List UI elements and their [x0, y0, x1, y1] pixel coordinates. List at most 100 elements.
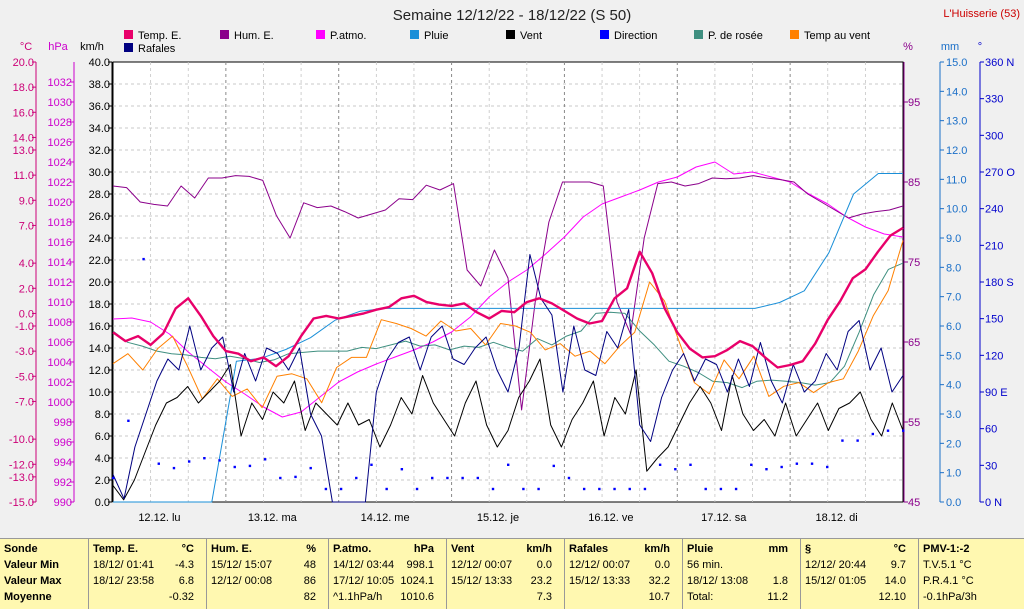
series-line-rafales	[112, 254, 904, 503]
pressure-tick-label: 1024	[48, 157, 72, 169]
direction-point	[248, 464, 252, 468]
temp-tick-label: -1.0	[15, 321, 34, 333]
direction-point	[142, 257, 145, 261]
row-label-max: Valeur Max	[4, 575, 62, 587]
direction-point	[522, 487, 525, 491]
direction-point	[431, 476, 434, 480]
stats-min-value: 48	[303, 559, 316, 571]
direction-tick-label: 60	[985, 424, 997, 436]
direction-point	[279, 476, 282, 480]
stats-avg-note: -0.1hPa/3h	[923, 591, 977, 603]
rain-tick-label: 7.0	[946, 292, 961, 304]
rain-tick-label: 8.0	[946, 262, 961, 274]
stats-row: 18/12/ 23:58 6.8	[89, 575, 200, 591]
stats-row: Temp. E. °C	[89, 543, 200, 559]
wind-tick-label: 38.0	[89, 79, 110, 91]
legend-label: Temp. E.	[138, 30, 181, 42]
pressure-tick-label: 1002	[48, 377, 72, 389]
wind-tick-label: 16.0	[89, 321, 110, 333]
row-label-min: Valeur Min	[4, 559, 60, 571]
temp-tick-label: -13.0	[9, 472, 34, 484]
stats-min-time: 12/12/ 00:07	[451, 559, 513, 571]
stats-row: P.atmo. hPa	[329, 543, 440, 559]
direction-point	[385, 487, 388, 491]
pressure-tick-label: 996	[54, 437, 72, 449]
stats-row: Vent km/h	[447, 543, 558, 559]
stats-row: ^1.1hPa/h 1010.6	[329, 591, 440, 607]
stats-head: Hum. E.	[211, 543, 252, 555]
wind-tick-label: 32.0	[89, 145, 110, 157]
x-axis-label: 17.12. sa	[701, 512, 747, 524]
stats-max-time: P.R.4.1 °C	[923, 575, 974, 587]
rain-tick-label: 1.0	[946, 468, 961, 480]
stats-unit: °C	[893, 543, 906, 555]
direction-point	[734, 487, 738, 491]
direction-point	[127, 419, 130, 422]
rain-tick-label: 14.0	[946, 86, 967, 98]
rain-tick-label: 15.0	[946, 57, 967, 69]
x-axis-label: 12.12. lu	[138, 512, 180, 524]
legend-label: Rafales	[138, 43, 176, 55]
stats-row: P.R.4.1 °C	[919, 575, 1018, 591]
stats-min-time: 18/12/ 01:41	[93, 559, 155, 571]
wind-tick-label: 0.0	[95, 497, 110, 509]
stats-avg-value: 1010.6	[400, 591, 434, 603]
direction-point	[507, 463, 510, 466]
humidity-tick-label: 55	[908, 417, 920, 429]
rain-tick-label: 3.0	[946, 409, 961, 421]
rain-tick-label: 6.0	[946, 321, 961, 333]
direction-point	[172, 466, 176, 470]
direction-point	[203, 457, 206, 460]
stats-row: 17/12/ 10:05 1024.1	[329, 575, 440, 591]
stats-unit: mm	[768, 543, 788, 555]
stats-avg-value: 7.3	[536, 591, 552, 603]
stats-min-time: 12/12/ 20:44	[805, 559, 867, 571]
direction-tick-label: 90 E	[985, 387, 1008, 399]
pressure-tick-label: 1032	[48, 77, 72, 89]
stats-block: Rafales km/h 12/12/ 00:07 0.0 15/12/ 13:33 32…	[565, 539, 682, 609]
stats-separator	[682, 539, 683, 609]
pressure-tick-label: 1006	[48, 337, 72, 349]
direction-point	[871, 432, 875, 436]
direction-tick-label: 240	[985, 204, 1003, 216]
legend-swatch	[600, 30, 609, 39]
pressure-axis-unit: hPa	[48, 41, 68, 53]
direction-point	[309, 466, 312, 470]
chart-title: Semaine 12/12/22 - 18/12/22 (S 50)	[393, 7, 632, 24]
pressure-tick-label: 1020	[48, 197, 72, 209]
series-line-vent	[112, 358, 904, 501]
stats-avg-note: ^1.1hPa/h	[333, 591, 383, 603]
stats-block: Hum. E.% 15/12/ 15:07 48 12/12/ 00:08 86 82	[207, 539, 328, 609]
direction-point	[704, 487, 707, 491]
temp-tick-label: -5.0	[15, 371, 34, 383]
wind-tick-label: 8.0	[95, 409, 110, 421]
direction-point	[370, 463, 373, 466]
stats-row: 15/12/ 13:33 32.2	[565, 575, 676, 591]
legend-label: P. de rosée	[708, 30, 763, 42]
rain-axis-unit: mm	[941, 41, 959, 53]
stats-row: -0.32	[89, 591, 200, 607]
pressure-tick-label: 1014	[48, 257, 72, 269]
direction-point	[674, 468, 677, 471]
rain-tick-label: 0.0	[946, 497, 961, 509]
temp-tick-label: 4.0	[19, 258, 34, 270]
stats-max-value: 1024.1	[400, 575, 434, 587]
wind-tick-label: 18.0	[89, 299, 110, 311]
axis-ticks: -15.0-13.0-12.0-10.0-7.0-5.0-3.0-1.00.02…	[9, 57, 1015, 509]
stats-head: Rafales	[569, 543, 609, 555]
row-label-avg: Moyenne	[4, 591, 52, 603]
humidity-tick-label: 85	[908, 177, 920, 189]
legend-swatch	[790, 30, 799, 39]
stats-block: PMV-1:-2 T.V.5.1 °C P.R.4.1 °C -0.1hPa/3h	[919, 539, 1024, 609]
stats-unit: %	[306, 543, 316, 555]
row-label-sonde: Sonde	[4, 543, 38, 555]
stats-row: 12.10	[801, 591, 912, 607]
stats-avg-value: 11.2	[767, 591, 788, 603]
stats-avg-value: 12.10	[878, 591, 906, 603]
direction-point	[157, 462, 160, 465]
wind-tick-label: 34.0	[89, 123, 110, 135]
stats-row: Total: 11.2	[683, 591, 794, 607]
wind-tick-label: 4.0	[95, 453, 110, 465]
stats-row: 18/12/ 13:08 1.8	[683, 575, 794, 591]
rain-tick-label: 13.0	[946, 116, 967, 128]
